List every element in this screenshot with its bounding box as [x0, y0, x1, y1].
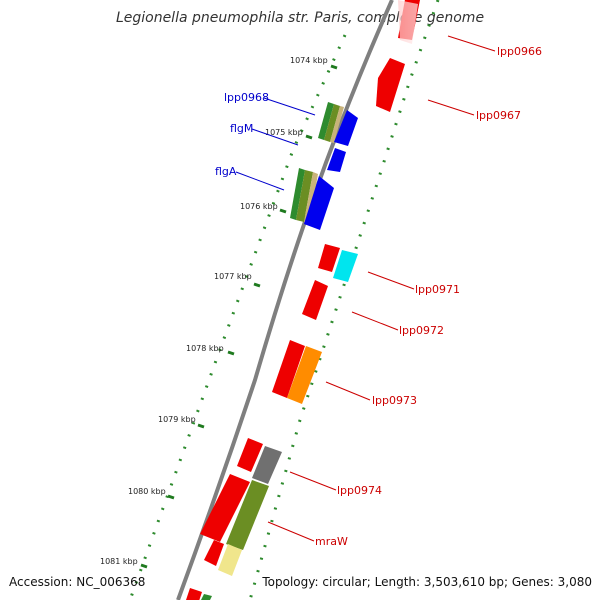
feature-lpp0972 — [302, 280, 328, 320]
feature-yellow — [218, 544, 242, 576]
feature-red-bottom — [186, 588, 202, 600]
outer-dotted-ring — [128, 34, 347, 600]
tick-1074 — [330, 64, 338, 70]
map-title: Legionella pneumophila str. Paris, compl… — [115, 10, 485, 26]
tick-label: 1078 kbp — [186, 344, 224, 353]
tick-label: 1077 kbp — [214, 272, 252, 281]
gene-label-lpp0967: lpp0967 — [476, 109, 521, 122]
feature-red-mid — [318, 244, 340, 272]
feature-green-bottom — [201, 594, 212, 600]
gene-label-lpp0966: lpp0966 — [497, 45, 542, 58]
gene-label-flgM: flgM — [230, 122, 253, 135]
feature-lpp0968-green — [318, 102, 334, 140]
tick-1077 — [253, 282, 261, 288]
features — [186, 0, 420, 600]
feature-lpp0968-tan — [330, 106, 344, 143]
feature-blue-1 — [334, 110, 358, 146]
tick-1078 — [227, 350, 235, 356]
feature-flgA-olive — [296, 170, 313, 222]
feature-red-large — [272, 340, 305, 398]
gene-label-lpp0974: lpp0974 — [337, 484, 382, 497]
genome-summary-text: Topology: circular; Length: 3,503,610 bp… — [262, 575, 592, 589]
feature-lpp0974 — [252, 446, 282, 484]
callout-lines — [235, 35, 496, 542]
gene-label-lpp0968: lpp0968 — [224, 91, 269, 104]
gene-labels: lpp0966 lpp0967 lpp0968 flgM flgA lpp097… — [215, 45, 542, 548]
feature-lpp0973 — [287, 346, 322, 404]
tick-1080 — [167, 494, 175, 500]
tick-marks — [140, 64, 338, 569]
accession-text: Accession: NC_006368 — [9, 575, 146, 589]
feature-lpp0966-faded — [398, 0, 418, 44]
feature-mraW — [226, 480, 269, 550]
tick-labels: 1074 kbp 1075 kbp 1076 kbp 1077 kbp 1078… — [100, 56, 328, 566]
tick-label: 1081 kbp — [100, 557, 138, 566]
feature-lpp0967 — [376, 58, 405, 112]
tick-label: 1076 kbp — [240, 202, 278, 211]
feature-lpp0968-olive — [324, 104, 340, 142]
feature-red-lower-1 — [237, 438, 263, 472]
feature-lpp0971 — [333, 250, 358, 282]
feature-flgA-tan — [304, 172, 318, 224]
tick-1076 — [279, 208, 287, 214]
gene-label-lpp0971: lpp0971 — [415, 283, 460, 296]
gene-label-flgA: flgA — [215, 165, 237, 178]
gene-label-lpp0972: lpp0972 — [399, 324, 444, 337]
genome-backbone — [176, 0, 394, 600]
tick-label: 1079 kbp — [158, 415, 196, 424]
feature-flgA-green — [290, 168, 305, 220]
feature-red-lower-2 — [200, 474, 250, 542]
tick-label: 1080 kbp — [128, 487, 166, 496]
feature-red-lower-3 — [204, 540, 224, 566]
tick-label: 1074 kbp — [290, 56, 328, 65]
tick-label: 1075 kbp — [265, 128, 303, 137]
gene-label-lpp0973: lpp0973 — [372, 394, 417, 407]
feature-blue-2 — [304, 176, 334, 230]
gene-label-mraW: mraW — [315, 535, 348, 548]
tick-1075 — [305, 134, 313, 140]
tick-1079 — [197, 423, 205, 429]
tick-1081 — [140, 563, 148, 569]
feature-flgM — [327, 148, 346, 172]
